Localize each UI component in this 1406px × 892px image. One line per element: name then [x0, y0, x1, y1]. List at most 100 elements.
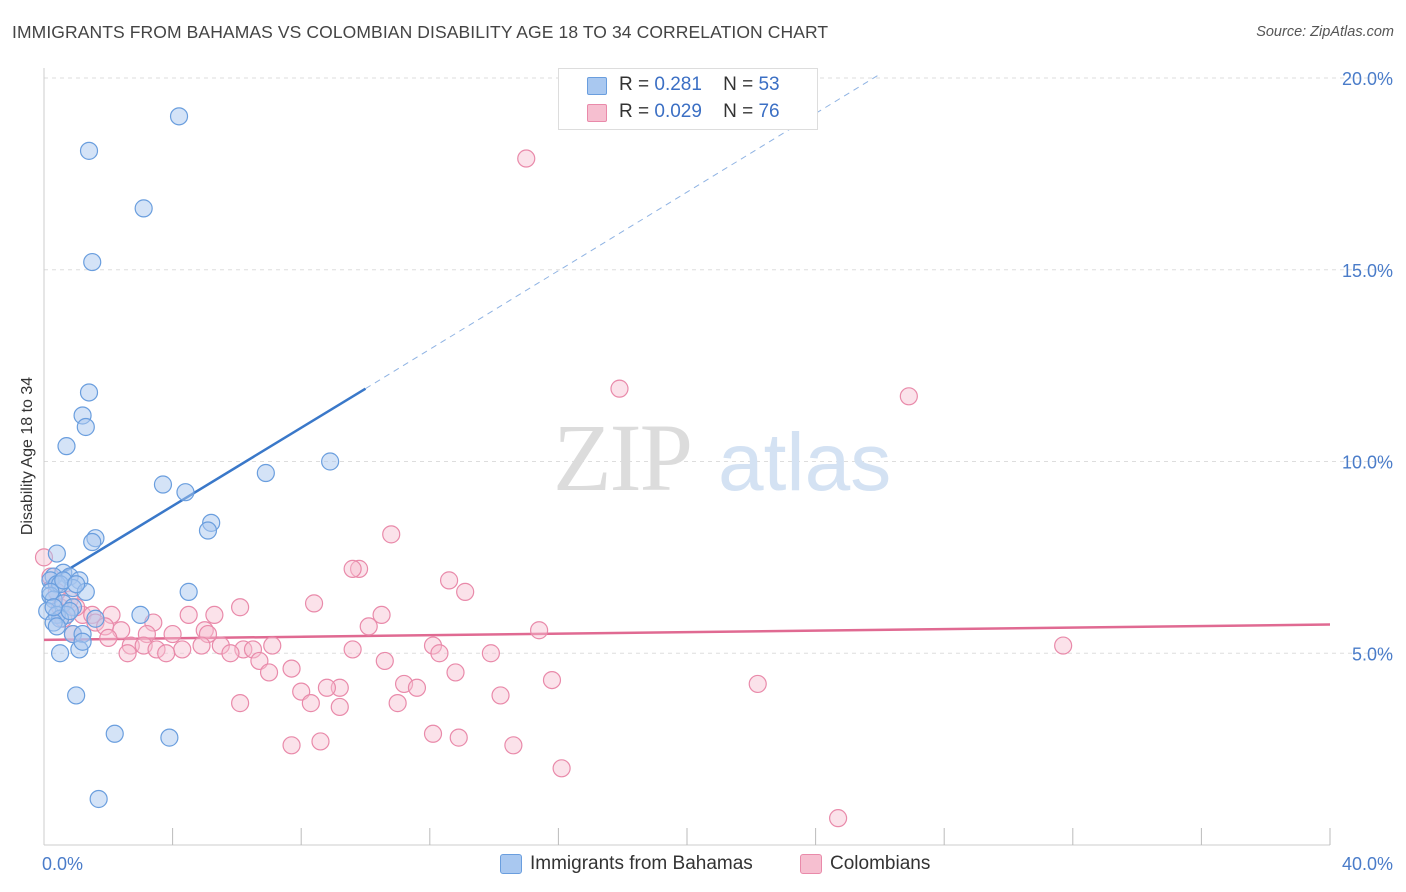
point-colombians	[372, 605, 391, 625]
legend-r-label: R =	[619, 101, 650, 122]
point-colombians	[504, 736, 523, 755]
point-colombians	[388, 694, 407, 713]
bottom-legend-swatch-blue	[500, 854, 522, 874]
point-colombians	[610, 379, 629, 398]
point-bahamas	[83, 532, 102, 552]
point-bahamas	[89, 789, 108, 809]
trend-lines	[43, 73, 1331, 642]
axes	[43, 68, 1331, 846]
point-bahamas	[67, 686, 86, 705]
point-bahamas	[47, 544, 66, 563]
point-bahamas	[169, 107, 189, 126]
watermark: ZIP atlas	[553, 404, 891, 511]
point-bahamas	[50, 644, 70, 663]
point-bahamas	[105, 724, 124, 743]
point-bahamas	[73, 632, 92, 651]
point-colombians	[407, 678, 427, 697]
point-bahamas	[60, 601, 79, 621]
point-colombians	[205, 605, 224, 625]
point-bahamas	[160, 728, 179, 747]
point-colombians	[221, 644, 240, 663]
point-colombians	[311, 732, 330, 751]
point-colombians	[330, 697, 349, 717]
point-colombians	[231, 694, 250, 713]
point-bahamas	[86, 609, 105, 628]
point-colombians	[359, 617, 378, 636]
point-bahamas	[256, 463, 275, 483]
legend-n-value: 53	[758, 74, 780, 95]
point-colombians	[491, 686, 510, 705]
point-bahamas	[83, 252, 102, 272]
legend-n-label: N =	[723, 74, 754, 95]
bottom-legend-swatch-pink	[800, 854, 822, 874]
point-colombians	[748, 674, 767, 694]
point-colombians	[382, 525, 401, 544]
trend-line-colombians	[43, 623, 1331, 642]
point-colombians	[147, 640, 166, 659]
y-tick-label: 15.0%	[1342, 261, 1393, 281]
point-colombians	[99, 628, 118, 648]
point-colombians	[282, 659, 301, 678]
trend-line-bahamas	[43, 387, 367, 586]
point-bahamas	[131, 605, 150, 625]
point-colombians	[304, 594, 324, 613]
point-colombians	[231, 598, 250, 617]
point-bahamas	[67, 575, 86, 594]
point-colombians	[179, 605, 198, 625]
point-bahamas	[57, 437, 76, 456]
point-colombians	[899, 387, 918, 406]
point-colombians	[198, 624, 218, 644]
point-colombians	[343, 559, 362, 578]
trend-line-bahamas-extension	[365, 73, 881, 390]
point-colombians	[349, 559, 369, 578]
grid-lines	[44, 77, 1394, 654]
legend-n-value: 76	[758, 101, 780, 122]
point-colombians	[423, 724, 443, 743]
chart-title: IMMIGRANTS FROM BAHAMAS VS COLOMBIAN DIS…	[12, 22, 829, 42]
point-colombians	[552, 759, 571, 778]
point-bahamas	[198, 521, 218, 540]
y-tick-label: 20.0%	[1342, 69, 1393, 89]
data-points	[34, 107, 1073, 828]
legend-r-value: 0.029	[654, 101, 702, 122]
point-colombians	[530, 621, 549, 640]
point-bahamas	[79, 383, 99, 402]
point-bahamas	[44, 598, 63, 617]
y-tick-label: 5.0%	[1352, 644, 1393, 664]
legend-r-value: 0.281	[654, 74, 702, 95]
point-colombians	[430, 644, 449, 663]
point-colombians	[446, 663, 465, 682]
x-tick-label: 40.0%	[1342, 854, 1393, 874]
stats-legend: R = 0.281 N = 53 R = 0.029 N = 76	[558, 68, 818, 130]
point-bahamas	[153, 475, 173, 494]
chart-source: Source: ZipAtlas.com	[1256, 24, 1394, 40]
point-bahamas	[47, 617, 66, 636]
point-colombians	[456, 582, 475, 601]
point-colombians	[173, 640, 192, 659]
point-colombians	[118, 644, 137, 663]
y-axis-label: Disability Age 18 to 34	[19, 377, 36, 535]
point-colombians	[282, 736, 301, 755]
point-colombians	[343, 640, 362, 659]
point-colombians	[1054, 636, 1073, 655]
y-tick-label: 10.0%	[1342, 453, 1393, 473]
tick-labels: 5.0% 10.0% 15.0% 20.0% 0.0% 40.0%	[42, 69, 1393, 874]
legend-r-label: R =	[619, 74, 650, 95]
point-colombians	[163, 624, 182, 644]
point-colombians	[481, 644, 500, 663]
point-colombians	[301, 694, 320, 713]
point-colombians	[542, 670, 562, 690]
legend-n-label: N =	[723, 101, 754, 122]
point-colombians	[211, 636, 230, 655]
point-colombians	[375, 651, 394, 671]
point-colombians	[157, 644, 176, 663]
point-colombians	[439, 571, 459, 590]
point-bahamas	[179, 582, 198, 601]
bottom-legend-label: Immigrants from Bahamas	[530, 853, 753, 874]
point-colombians	[449, 728, 468, 747]
point-bahamas	[176, 483, 195, 502]
legend-swatch-blue	[587, 77, 607, 95]
point-colombians	[330, 678, 349, 697]
point-colombians	[517, 149, 536, 168]
point-colombians	[259, 663, 279, 682]
